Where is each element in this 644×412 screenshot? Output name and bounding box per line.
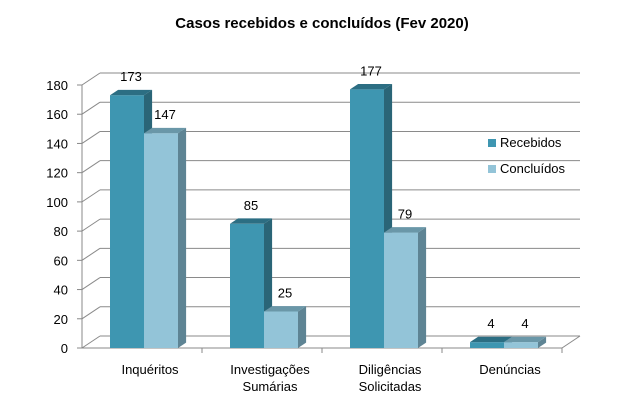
gridline-diagonal [81,247,101,261]
y-tick-label: 100 [46,195,68,210]
y-tick-label: 0 [61,341,68,356]
data-label: 4 [487,316,494,331]
bars [110,83,547,349]
legend-swatch-concluídos [488,165,496,173]
y-tick-label: 140 [46,136,68,151]
y-tick-label: 20 [54,312,68,327]
gridline-diagonal [81,277,101,290]
data-label: 25 [278,285,292,300]
bar-top [470,336,513,343]
x-category-label: Sumárias [243,379,298,394]
bar-front [110,95,144,348]
bar-front [504,342,538,348]
data-label: 85 [244,198,258,213]
data-label: 147 [154,107,176,122]
data-labels: 173 147 85 25 177 79 4 4 [120,63,528,331]
gridline-diagonal [81,101,101,115]
bar-front [350,89,384,348]
x-category-label: Denúncias [479,362,541,377]
legend-swatch-recebidos [488,139,496,147]
chart-title: Casos recebidos e concluídos (Fev 2020) [175,15,468,32]
gridline-diagonal [81,72,101,86]
gridline-diagonal [81,189,101,203]
bar-side [538,336,547,348]
bar-top [384,227,427,233]
y-tick-label: 40 [54,283,68,298]
x-category-label: Diligências [359,362,422,377]
bar-top [264,306,307,312]
bar-concluídos-3 [504,336,547,348]
x-axis-depth-line [561,335,581,349]
data-label: 173 [120,69,142,84]
x-category-label: Inquéritos [121,362,179,377]
data-label: 4 [521,316,528,331]
y-tick-label: 160 [46,107,68,122]
gridline-diagonal [81,160,101,174]
y-axis-ticks: 0 20 40 60 80 100 120 140 160 180 [46,78,82,356]
bar-concluídos-1 [264,306,307,348]
bar-front [230,223,264,348]
x-axis-categories: Inquéritos Investigações Sumárias Diligênci… [121,362,541,394]
bar-front [384,232,418,348]
bar-concluídos-0 [144,127,187,348]
bar-front [470,342,504,348]
legend-label-recebidos: Recebidos [500,135,562,150]
bar-top [504,336,547,343]
x-category-label: Investigações [230,362,310,377]
data-label: 177 [360,63,382,78]
gridline-diagonal [81,335,101,349]
bar-top [230,218,273,224]
bar-front [264,311,298,348]
bar-side [418,227,427,348]
bar-side [178,127,187,348]
legend: Recebidos Concluídos [488,135,566,176]
bar-concluídos-2 [384,227,427,348]
bar-top [350,83,393,90]
y-tick-label: 60 [54,253,68,268]
gridline-diagonal [81,131,101,144]
y-tick-label: 120 [46,166,68,181]
bar-top [144,127,187,134]
bar-front [144,133,178,348]
bar-top [110,89,153,96]
y-tick-label: 180 [46,78,68,93]
data-label: 79 [398,207,412,222]
y-tick-label: 80 [54,224,68,239]
gridline-diagonal [81,306,101,320]
x-category-label: Solicitadas [359,379,422,394]
legend-label-concluídos: Concluídos [500,161,566,176]
bar-side [298,306,307,348]
gridline-diagonal [81,218,101,232]
